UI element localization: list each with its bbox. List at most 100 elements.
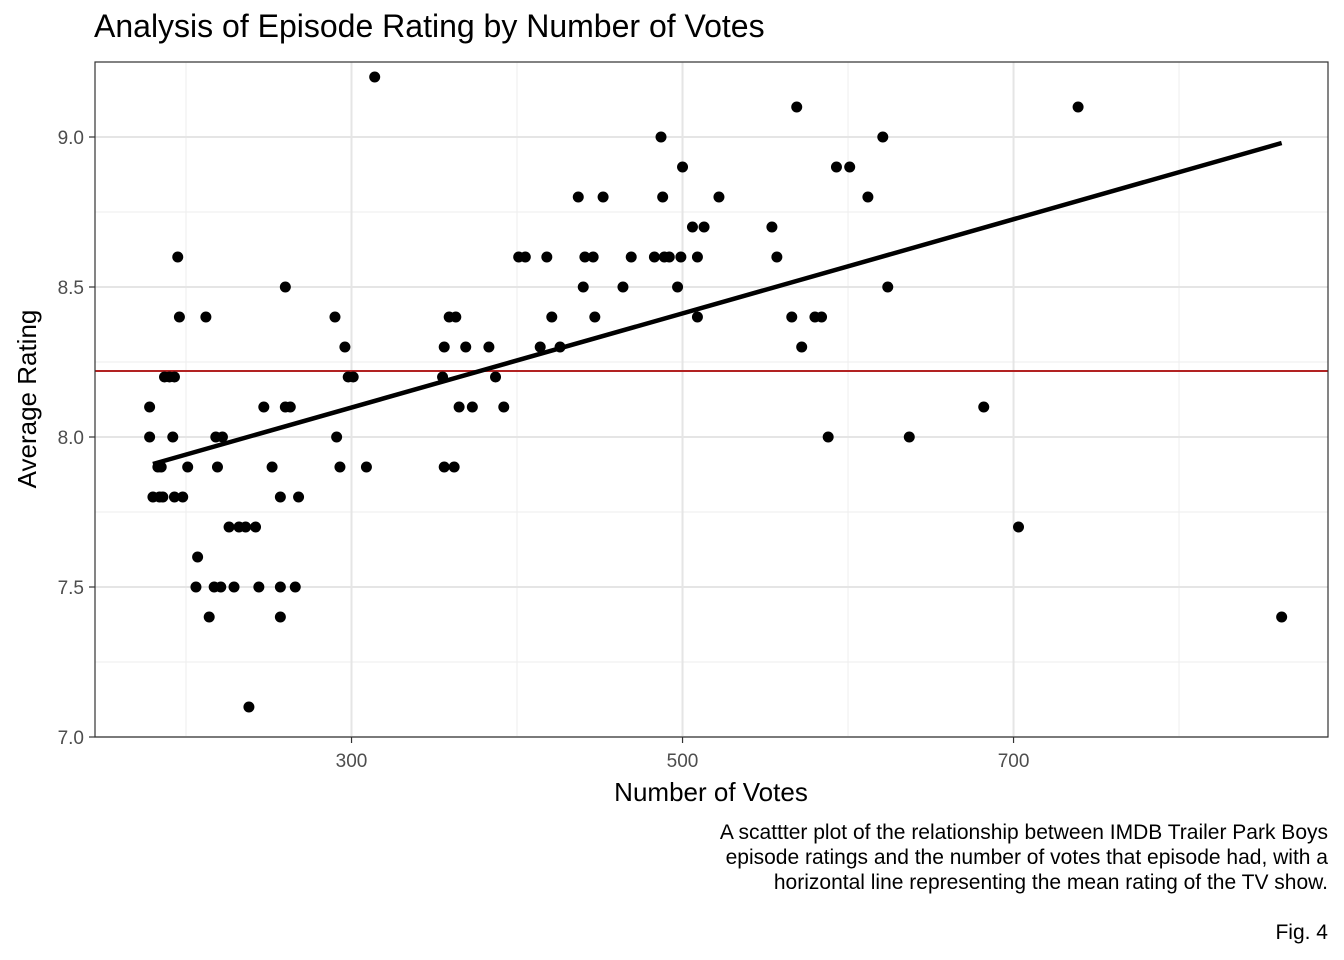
data-point <box>490 371 502 383</box>
data-point <box>438 461 450 473</box>
data-point <box>177 491 189 503</box>
data-point <box>862 191 874 203</box>
figure-label: Fig. 4 <box>1275 921 1328 944</box>
data-point <box>453 401 465 413</box>
data-point <box>274 491 286 503</box>
data-point <box>253 581 265 593</box>
data-point <box>250 521 262 533</box>
data-point <box>625 251 637 263</box>
data-point <box>240 521 252 533</box>
data-point <box>216 431 228 443</box>
data-point <box>279 281 291 293</box>
data-point <box>534 341 546 353</box>
y-tick-label: 7.0 <box>58 728 84 749</box>
data-point <box>266 461 278 473</box>
y-tick-label: 8.5 <box>58 278 84 299</box>
y-tick-label: 8.0 <box>58 428 84 449</box>
data-point <box>172 251 184 263</box>
data-point <box>211 461 223 473</box>
data-point <box>844 161 856 173</box>
data-point <box>577 281 589 293</box>
figure-caption: A scattter plot of the relationship betw… <box>568 820 1328 895</box>
data-point <box>1072 101 1084 113</box>
data-point <box>672 281 684 293</box>
data-point <box>182 461 194 473</box>
data-point <box>339 341 351 353</box>
data-point <box>1013 521 1025 533</box>
data-point <box>648 251 660 263</box>
data-point <box>816 311 828 323</box>
data-point <box>215 581 227 593</box>
data-point <box>438 341 450 353</box>
data-point <box>228 581 240 593</box>
data-point <box>274 581 286 593</box>
data-point <box>168 371 180 383</box>
data-point <box>686 221 698 233</box>
data-point <box>331 431 343 443</box>
data-points <box>144 71 1288 713</box>
x-tick-label: 300 <box>336 751 368 772</box>
data-point <box>589 311 601 323</box>
data-point <box>173 311 185 323</box>
y-tick-label: 7.5 <box>58 578 84 599</box>
data-point <box>617 281 629 293</box>
panel-background <box>95 62 1328 737</box>
panel-border <box>94 61 1329 738</box>
data-point <box>587 251 599 263</box>
data-point <box>448 461 460 473</box>
data-point <box>657 191 669 203</box>
data-point <box>572 191 584 203</box>
data-point <box>698 221 710 233</box>
data-point <box>498 401 510 413</box>
data-point <box>691 311 703 323</box>
y-axis-ticks: 7.0 7.5 8.0 8.5 9.0 <box>58 128 95 749</box>
data-point <box>334 461 346 473</box>
data-point <box>766 221 778 233</box>
data-point <box>830 161 842 173</box>
chart-title: Analysis of Episode Rating by Number of … <box>94 8 765 44</box>
data-point <box>284 401 296 413</box>
caption-line: A scattter plot of the relationship betw… <box>719 821 1328 844</box>
data-point <box>519 251 531 263</box>
data-point <box>791 101 803 113</box>
data-point <box>546 311 558 323</box>
data-point <box>274 611 286 623</box>
data-point <box>293 491 305 503</box>
x-axis-title: Number of Votes <box>614 777 808 807</box>
data-point <box>597 191 609 203</box>
data-point <box>144 401 156 413</box>
data-point <box>466 401 478 413</box>
caption-line: horizontal line representing the mean ra… <box>773 871 1328 894</box>
data-point <box>675 251 687 263</box>
data-point <box>460 341 472 353</box>
data-point <box>203 611 215 623</box>
data-point <box>691 251 703 263</box>
data-point <box>329 311 341 323</box>
data-point <box>167 431 179 443</box>
x-axis-ticks: 300 500 700 <box>336 737 1029 772</box>
data-point <box>157 491 169 503</box>
data-point <box>450 311 462 323</box>
data-point <box>347 371 359 383</box>
trend-line <box>152 140 1283 467</box>
y-axis-title: Average Rating <box>12 310 42 489</box>
data-point <box>168 491 180 503</box>
data-point <box>483 341 495 353</box>
data-point <box>200 311 212 323</box>
data-point <box>360 461 372 473</box>
data-point <box>655 131 667 143</box>
data-point <box>369 71 381 83</box>
data-point <box>903 431 915 443</box>
data-point <box>882 281 894 293</box>
data-point <box>663 251 675 263</box>
data-point <box>771 251 783 263</box>
data-point <box>786 311 798 323</box>
data-point <box>978 401 990 413</box>
data-point <box>579 251 591 263</box>
data-point <box>258 401 270 413</box>
x-tick-label: 500 <box>667 751 699 772</box>
data-point <box>243 701 255 713</box>
data-point <box>877 131 889 143</box>
data-point <box>677 161 689 173</box>
